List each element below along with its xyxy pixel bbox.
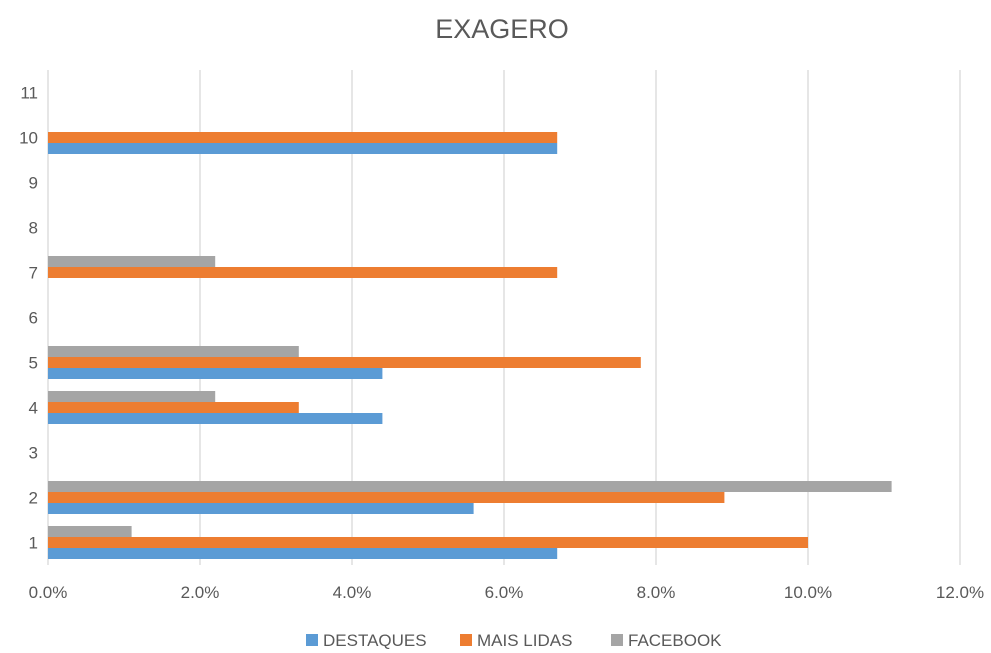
bars — [48, 132, 892, 559]
legend: DESTAQUES MAIS LIDAS FACEBOOK — [306, 631, 722, 650]
x-tick-label: 12.0% — [936, 583, 984, 602]
bar-destaques — [48, 548, 558, 559]
y-tick-label: 11 — [20, 84, 38, 103]
legend-swatch — [460, 634, 472, 646]
bar-facebook — [48, 526, 132, 537]
legend-swatch — [306, 634, 318, 646]
legend-swatch — [611, 634, 623, 646]
bar-mais-lidas — [48, 492, 725, 503]
y-tick-label: 2 — [29, 489, 38, 508]
bar-facebook — [48, 481, 892, 492]
bar-mais-lidas — [48, 357, 641, 368]
y-tick-label: 9 — [29, 174, 38, 193]
chart-title: EXAGERO — [435, 14, 569, 44]
bar-mais-lidas — [48, 267, 558, 278]
bar-facebook — [48, 346, 299, 357]
x-tick-label: 6.0% — [485, 583, 524, 602]
x-tick-label: 10.0% — [784, 583, 832, 602]
y-tick-label: 1 — [29, 534, 38, 553]
y-tick-label: 10 — [19, 129, 38, 148]
y-tick-label: 5 — [29, 354, 38, 373]
x-tick-label: 8.0% — [637, 583, 676, 602]
y-tick-label: 7 — [29, 264, 38, 283]
bar-mais-lidas — [48, 537, 808, 548]
bar-destaques — [48, 413, 383, 424]
legend-label: FACEBOOK — [628, 631, 722, 650]
bar-destaques — [48, 368, 383, 379]
legend-label: MAIS LIDAS — [477, 631, 572, 650]
y-axis-ticks: 1 2 3 4 5 6 7 8 9 10 11 — [19, 84, 38, 553]
x-tick-label: 2.0% — [181, 583, 220, 602]
bar-facebook — [48, 391, 216, 402]
bar-destaques — [48, 503, 474, 514]
y-tick-label: 3 — [29, 444, 38, 463]
x-tick-label: 4.0% — [333, 583, 372, 602]
x-axis-ticks: 0.0% 2.0% 4.0% 6.0% 8.0% 10.0% 12.0% — [29, 583, 984, 602]
x-tick-label: 0.0% — [29, 583, 68, 602]
bar-mais-lidas — [48, 402, 299, 413]
bar-destaques — [48, 143, 558, 154]
bar-mais-lidas — [48, 132, 558, 143]
y-tick-label: 6 — [29, 309, 38, 328]
y-tick-label: 4 — [29, 399, 38, 418]
legend-label: DESTAQUES — [323, 631, 427, 650]
bar-facebook — [48, 256, 216, 267]
y-tick-label: 8 — [29, 219, 38, 238]
